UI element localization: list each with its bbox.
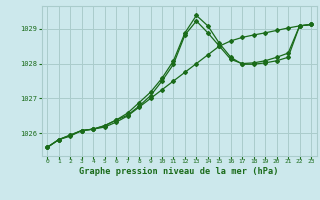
X-axis label: Graphe pression niveau de la mer (hPa): Graphe pression niveau de la mer (hPa) xyxy=(79,167,279,176)
